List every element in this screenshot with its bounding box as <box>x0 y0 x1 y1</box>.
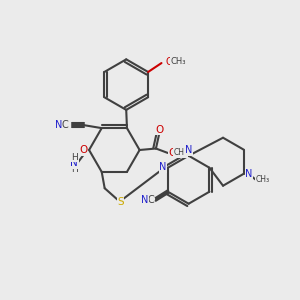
Text: O: O <box>168 148 176 158</box>
Text: N: N <box>159 162 167 172</box>
Text: CH₃: CH₃ <box>173 148 188 158</box>
Text: O: O <box>165 57 173 67</box>
Text: O: O <box>155 125 164 135</box>
Text: N: N <box>141 195 148 205</box>
Text: N: N <box>70 158 78 168</box>
Text: C: C <box>147 195 154 205</box>
Text: H: H <box>71 165 78 174</box>
Text: N: N <box>55 120 62 130</box>
Text: S: S <box>117 197 124 208</box>
Text: CH₃: CH₃ <box>170 57 186 66</box>
Text: N: N <box>245 169 253 179</box>
Text: H: H <box>71 153 78 162</box>
Text: O: O <box>80 145 88 155</box>
Text: CH₃: CH₃ <box>255 175 269 184</box>
Text: N: N <box>185 146 192 155</box>
Text: C: C <box>61 120 68 130</box>
